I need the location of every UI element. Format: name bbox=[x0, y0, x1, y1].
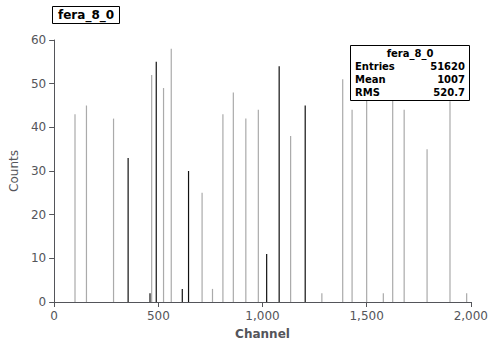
svg-text:RMS: RMS bbox=[355, 87, 380, 98]
svg-text:Entries: Entries bbox=[355, 61, 395, 72]
svg-text:60: 60 bbox=[31, 33, 46, 47]
svg-text:20: 20 bbox=[31, 208, 46, 222]
svg-text:520.7: 520.7 bbox=[433, 87, 465, 98]
svg-text:10: 10 bbox=[31, 251, 46, 265]
svg-text:0: 0 bbox=[50, 309, 58, 323]
svg-text:500: 500 bbox=[147, 309, 170, 323]
svg-text:1,500: 1,500 bbox=[349, 309, 383, 323]
svg-text:2,000: 2,000 bbox=[454, 309, 488, 323]
svg-text:51620: 51620 bbox=[430, 61, 465, 72]
svg-text:fera_8_0: fera_8_0 bbox=[58, 8, 114, 23]
svg-text:40: 40 bbox=[31, 120, 46, 134]
svg-text:Counts: Counts bbox=[7, 150, 21, 192]
svg-text:30: 30 bbox=[31, 164, 46, 178]
svg-text:fera_8_0: fera_8_0 bbox=[387, 48, 434, 60]
svg-text:1007: 1007 bbox=[437, 74, 465, 85]
svg-text:Mean: Mean bbox=[355, 74, 386, 85]
svg-text:50: 50 bbox=[31, 77, 46, 91]
svg-text:1,000: 1,000 bbox=[245, 309, 279, 323]
svg-text:Channel: Channel bbox=[235, 327, 290, 341]
svg-text:0: 0 bbox=[39, 295, 47, 309]
